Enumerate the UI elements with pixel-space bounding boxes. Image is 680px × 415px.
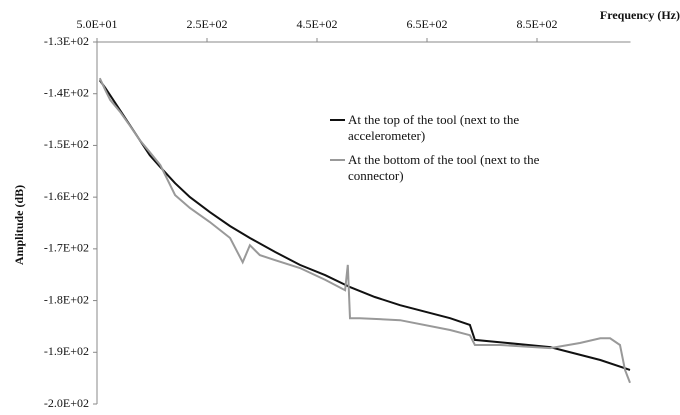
x-tick-label: 8.5E+02: [516, 17, 557, 31]
x-tick-label: 2.5E+02: [186, 17, 227, 31]
y-tick-label: -1.6E+02: [44, 189, 89, 203]
legend-label: At the top of the tool (next to the acce…: [348, 112, 520, 143]
y-tick-label: -1.9E+02: [44, 344, 89, 358]
y-tick-label: -2.0E+02: [44, 396, 89, 410]
y-tick-label: -1.3E+02: [44, 34, 89, 48]
x-tick-label: 4.5E+02: [296, 17, 337, 31]
x-tick-label: 5.0E+01: [76, 17, 117, 31]
series-line: [98, 77, 631, 384]
y-tick-label: -1.5E+02: [44, 137, 89, 151]
y-tick-label: -1.8E+02: [44, 292, 89, 306]
legend-entry: At the top of the tool (next to the acce…: [330, 112, 540, 144]
x-axis-title: Frequency (Hz): [600, 8, 680, 22]
y-tick-label: -1.4E+02: [44, 85, 89, 99]
legend-label: At the bottom of the tool (next to the c…: [348, 152, 540, 183]
legend-swatch: [330, 119, 345, 121]
x-tick-label: 6.5E+02: [406, 17, 447, 31]
legend-swatch: [330, 159, 345, 161]
y-tick-label: -1.7E+02: [44, 241, 89, 255]
y-axis-title: Amplitude (dB): [12, 185, 26, 265]
legend-entry: At the bottom of the tool (next to the c…: [330, 152, 540, 184]
